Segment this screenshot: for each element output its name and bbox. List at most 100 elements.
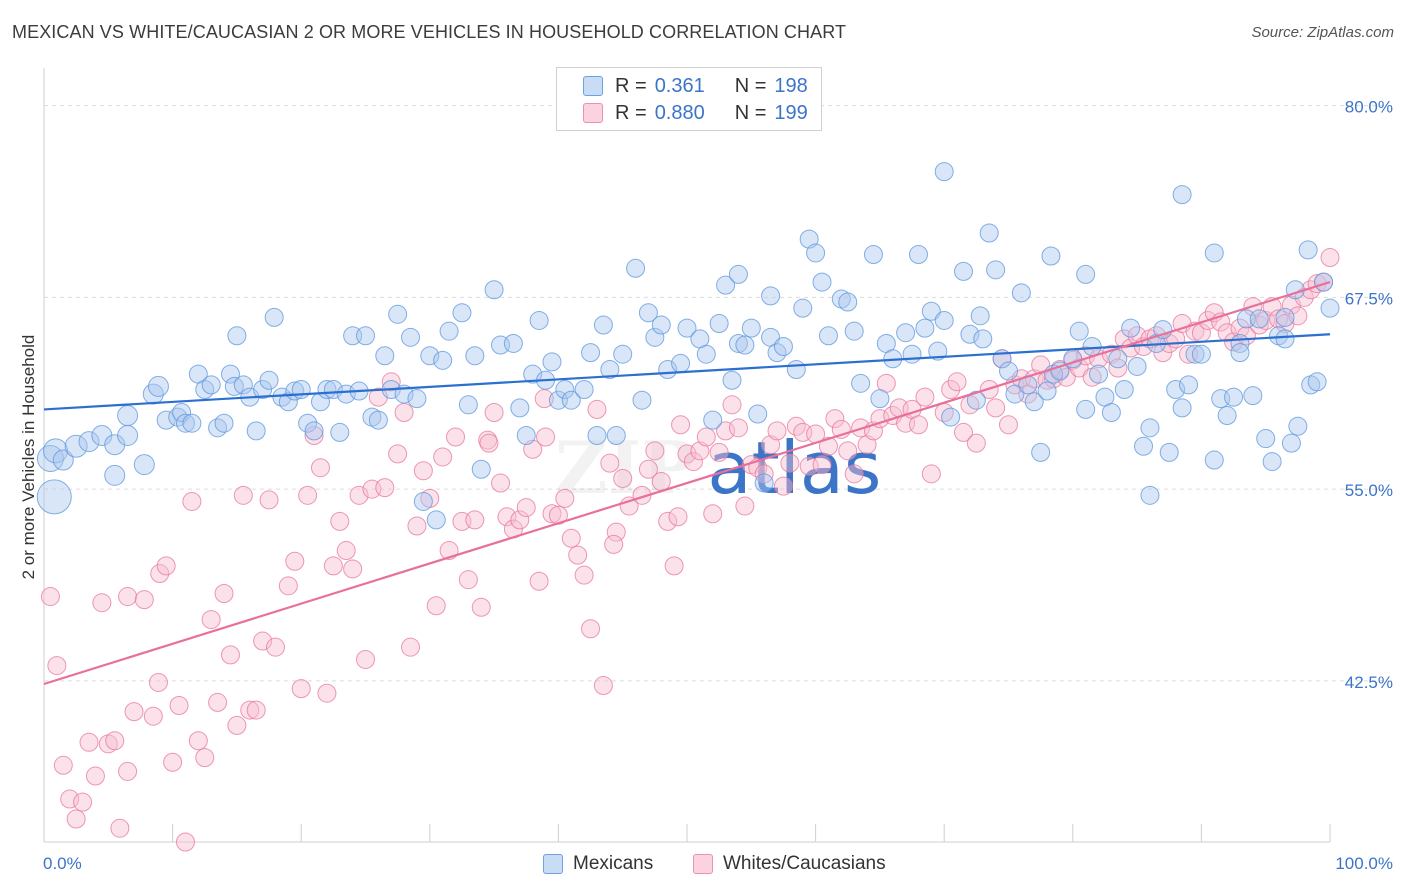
white-trend-line	[43, 281, 1331, 686]
legend-n-label: N =	[734, 74, 767, 97]
mexican-point	[600, 360, 620, 380]
white-point	[604, 534, 624, 554]
mexican-point	[117, 424, 139, 446]
white-point	[330, 511, 350, 531]
white-point	[838, 441, 858, 461]
white-point	[105, 731, 125, 751]
mexican-point	[806, 243, 826, 263]
white-point	[465, 510, 485, 530]
mexican-point	[401, 327, 421, 347]
white-point	[118, 761, 138, 781]
mexican-trend-line	[43, 333, 1331, 411]
legend-row-mexicans: R = 0.361 N = 198	[583, 73, 808, 99]
white-point	[767, 421, 787, 441]
mexican-point	[934, 162, 954, 182]
mexican-point	[716, 275, 736, 295]
mexican-point	[1108, 349, 1128, 369]
mexican-point	[799, 229, 819, 249]
white-point	[484, 402, 504, 422]
white-point	[574, 565, 594, 585]
watermark-text: ZIP atlas	[555, 425, 881, 510]
mexican-point	[356, 326, 375, 346]
white-point	[458, 570, 478, 590]
mexican-point	[1307, 372, 1327, 392]
mexican-point	[156, 410, 176, 430]
mexican-point	[812, 272, 832, 292]
white-point	[304, 425, 324, 445]
white-point	[175, 832, 195, 852]
mexican-point	[78, 431, 100, 453]
white-point	[259, 490, 279, 510]
mexican-point	[1089, 364, 1109, 384]
white-point	[182, 491, 202, 511]
mexican-point	[133, 454, 155, 476]
mexican-point	[117, 405, 139, 427]
mexican-point	[915, 318, 935, 338]
mexican-point	[651, 315, 671, 335]
mexican-point	[1288, 416, 1308, 436]
white-point	[523, 439, 543, 459]
white-point	[134, 590, 154, 610]
mexican-point	[1101, 402, 1121, 422]
white-point	[40, 587, 60, 607]
legend-row-whites: R = 0.880 N = 199	[583, 100, 808, 126]
mexican-point	[471, 459, 491, 479]
white-point	[310, 458, 330, 478]
mexican-point	[420, 346, 440, 366]
mexican-point	[896, 323, 916, 343]
mexican-point	[104, 464, 126, 486]
mexican-point	[973, 329, 993, 349]
white-point	[555, 488, 575, 508]
white-point	[516, 498, 536, 518]
white-point	[381, 372, 401, 392]
white-point	[677, 444, 697, 464]
white-point	[510, 510, 530, 530]
white-point	[446, 427, 466, 447]
y-tick-label: 80.0%	[1345, 98, 1393, 117]
white-point	[240, 700, 260, 720]
white-point	[413, 461, 433, 481]
legend-r-label: R =	[615, 101, 647, 124]
mexican-point	[264, 307, 284, 327]
white-point	[716, 421, 736, 441]
mexican-point	[278, 392, 298, 412]
white-point	[285, 551, 305, 571]
white-point	[941, 379, 961, 399]
mexican-point	[542, 352, 562, 372]
mexican-point	[934, 310, 954, 330]
mexican-point	[1159, 442, 1179, 462]
white-point	[169, 695, 189, 715]
mexican-point	[298, 413, 318, 433]
mexican-point	[728, 264, 748, 284]
white-point	[668, 507, 688, 527]
white-point	[908, 415, 928, 435]
mexican-point	[966, 390, 986, 410]
white-point	[709, 442, 729, 462]
mexican-point	[844, 321, 864, 341]
white-point	[278, 576, 298, 596]
white-point	[915, 387, 935, 407]
mexican-point	[1320, 298, 1340, 318]
mexican-point	[838, 292, 858, 312]
mexican-point	[1204, 243, 1224, 263]
mexican-point	[941, 407, 961, 427]
white-point	[1320, 248, 1340, 268]
watermark-zip: ZIP	[555, 425, 695, 510]
mexican-point	[1275, 329, 1295, 349]
white-point	[600, 453, 620, 473]
white-point	[323, 556, 343, 576]
y-axis-label: 2 or more Vehicles in Household	[19, 334, 38, 580]
mexican-point	[1185, 344, 1205, 364]
bottom-swatch-whites	[693, 854, 713, 874]
white-point	[220, 645, 240, 665]
mexican-point	[1140, 418, 1160, 438]
white-point	[999, 415, 1018, 435]
mexican-point	[1140, 485, 1160, 505]
mexican-point	[1275, 307, 1295, 327]
mexican-point	[1204, 450, 1224, 470]
mexican-point	[638, 303, 658, 323]
mexican-point	[754, 473, 774, 493]
white-point	[317, 683, 337, 703]
mexican-point	[960, 324, 980, 344]
white-point	[110, 818, 130, 838]
